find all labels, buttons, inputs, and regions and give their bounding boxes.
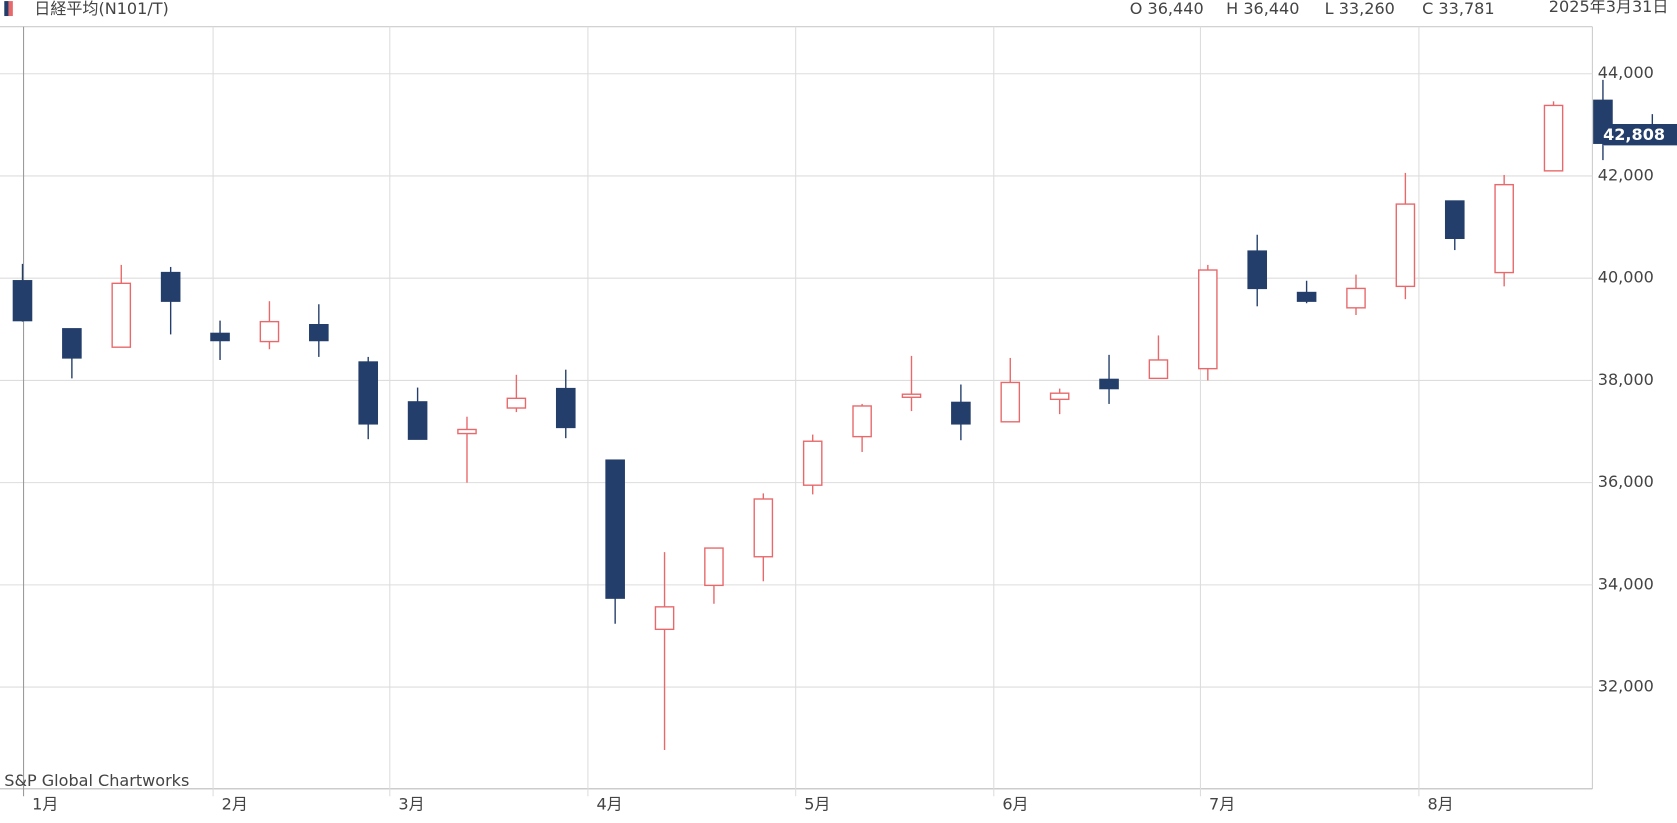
candle-body xyxy=(259,320,280,343)
y-tick-label: 38,000 xyxy=(1598,370,1654,389)
candle-body xyxy=(1148,359,1169,380)
candle-body xyxy=(852,405,872,438)
candle-body xyxy=(1198,269,1218,370)
candle-body xyxy=(1099,378,1119,390)
y-tick-label: 36,000 xyxy=(1598,472,1654,491)
candle-body xyxy=(457,428,477,435)
source: S&P Global Chartworks xyxy=(4,771,189,790)
candles: 42,808 xyxy=(12,79,1677,750)
candle-body xyxy=(12,280,33,322)
candle-body xyxy=(753,498,774,558)
x-tick-label: 6月 xyxy=(1002,794,1028,813)
legend-swatch xyxy=(4,1,9,17)
candle-body xyxy=(506,397,527,409)
ohlc-open: O 36,440 xyxy=(1130,0,1204,18)
candle-body xyxy=(1000,381,1021,423)
candle-body xyxy=(802,440,823,486)
ohlc-close: C 33,781 xyxy=(1422,0,1494,18)
candle-body xyxy=(1444,200,1465,240)
candle-body xyxy=(358,361,379,425)
candle-body xyxy=(654,606,675,631)
x-tick-label: 1月 xyxy=(32,794,58,813)
candle-body xyxy=(1395,203,1416,288)
x-tick-label: 5月 xyxy=(804,794,830,813)
candle-body xyxy=(1494,183,1514,274)
candle-body xyxy=(1346,287,1366,309)
candle-body xyxy=(951,401,971,425)
candle-body xyxy=(1247,250,1268,290)
candle-body xyxy=(901,393,922,398)
x-tick-label: 8月 xyxy=(1427,794,1453,813)
candle-body xyxy=(704,547,724,587)
y-tick-label: 42,000 xyxy=(1598,165,1654,184)
candle-body xyxy=(1049,392,1070,401)
candle-body xyxy=(1543,104,1564,172)
ohlc-high: H 36,440 xyxy=(1226,0,1299,18)
candle-body xyxy=(555,387,576,429)
y-tick-label: 40,000 xyxy=(1598,268,1654,287)
candle-body xyxy=(111,282,132,348)
legend-swatch xyxy=(8,1,13,17)
y-tick-label: 44,000 xyxy=(1598,63,1654,82)
x-tick-label: 7月 xyxy=(1209,794,1235,813)
candle-body xyxy=(407,401,428,440)
ohlc-low: L 33,260 xyxy=(1325,0,1395,18)
last-price-label: 42,808 xyxy=(1603,125,1665,144)
candle-body xyxy=(160,271,181,302)
x-tick-label: 2月 xyxy=(222,794,248,813)
chart-title: 日経平均(N101/T) xyxy=(34,0,169,18)
candle-body xyxy=(309,324,329,342)
candle-body xyxy=(1296,291,1317,302)
candle-body xyxy=(62,328,82,359)
date: 2025年3月31日 xyxy=(1549,0,1669,16)
x-tick-label: 3月 xyxy=(398,794,424,813)
last-price-tag xyxy=(1594,123,1677,146)
candle-body xyxy=(210,332,230,342)
x-tick-label: 4月 xyxy=(596,794,622,813)
y-tick-label: 34,000 xyxy=(1598,574,1654,593)
y-tick-label: 32,000 xyxy=(1598,677,1654,696)
grid: 32,000 34,000 36,000 38,000 40,000 42,000 44,0… xyxy=(0,26,1654,813)
candle-body xyxy=(605,459,625,599)
